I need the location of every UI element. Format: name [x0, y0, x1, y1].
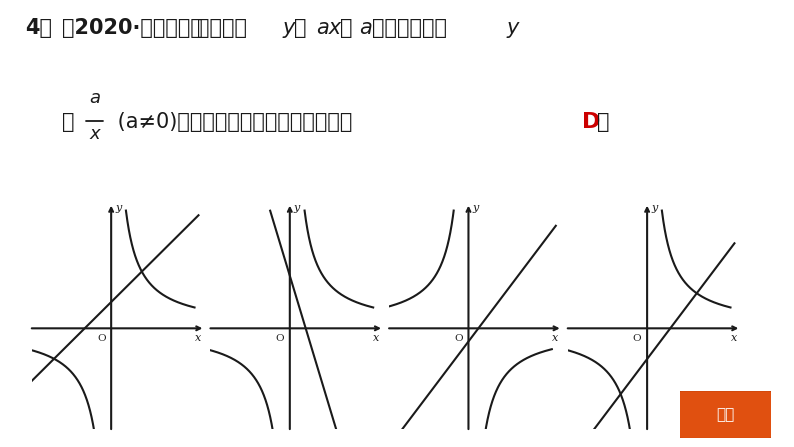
Text: 4．: 4． — [25, 18, 52, 38]
Text: O: O — [276, 334, 284, 343]
Text: ＝: ＝ — [294, 18, 306, 38]
Text: y: y — [283, 18, 295, 38]
Text: 返回: 返回 — [716, 407, 734, 422]
Text: 一次函数: 一次函数 — [197, 18, 247, 38]
Text: ）: ） — [597, 112, 610, 132]
Text: y: y — [472, 203, 479, 213]
Text: ax: ax — [316, 18, 341, 38]
Text: a: a — [359, 18, 372, 38]
Text: x: x — [730, 333, 737, 342]
Text: y: y — [651, 203, 657, 213]
Text: D: D — [582, 112, 600, 132]
Text: y: y — [294, 203, 300, 213]
Text: (a≠0)在同一坐标系中的图像可能是（: (a≠0)在同一坐标系中的图像可能是（ — [111, 112, 353, 132]
Text: a: a — [90, 89, 101, 107]
Text: 与反比例函数: 与反比例函数 — [372, 18, 446, 38]
Text: x: x — [195, 333, 201, 342]
Text: y: y — [115, 203, 121, 213]
Text: x: x — [552, 333, 558, 342]
FancyBboxPatch shape — [674, 390, 777, 439]
Text: O: O — [633, 334, 642, 343]
Text: －: － — [340, 18, 353, 38]
Text: ＝: ＝ — [62, 112, 75, 132]
Text: 【2020·山东威海】: 【2020·山东威海】 — [62, 18, 202, 38]
Text: x: x — [373, 333, 380, 342]
Text: x: x — [90, 125, 100, 143]
Text: O: O — [454, 334, 463, 343]
Text: O: O — [97, 334, 106, 343]
Text: y: y — [507, 18, 519, 38]
